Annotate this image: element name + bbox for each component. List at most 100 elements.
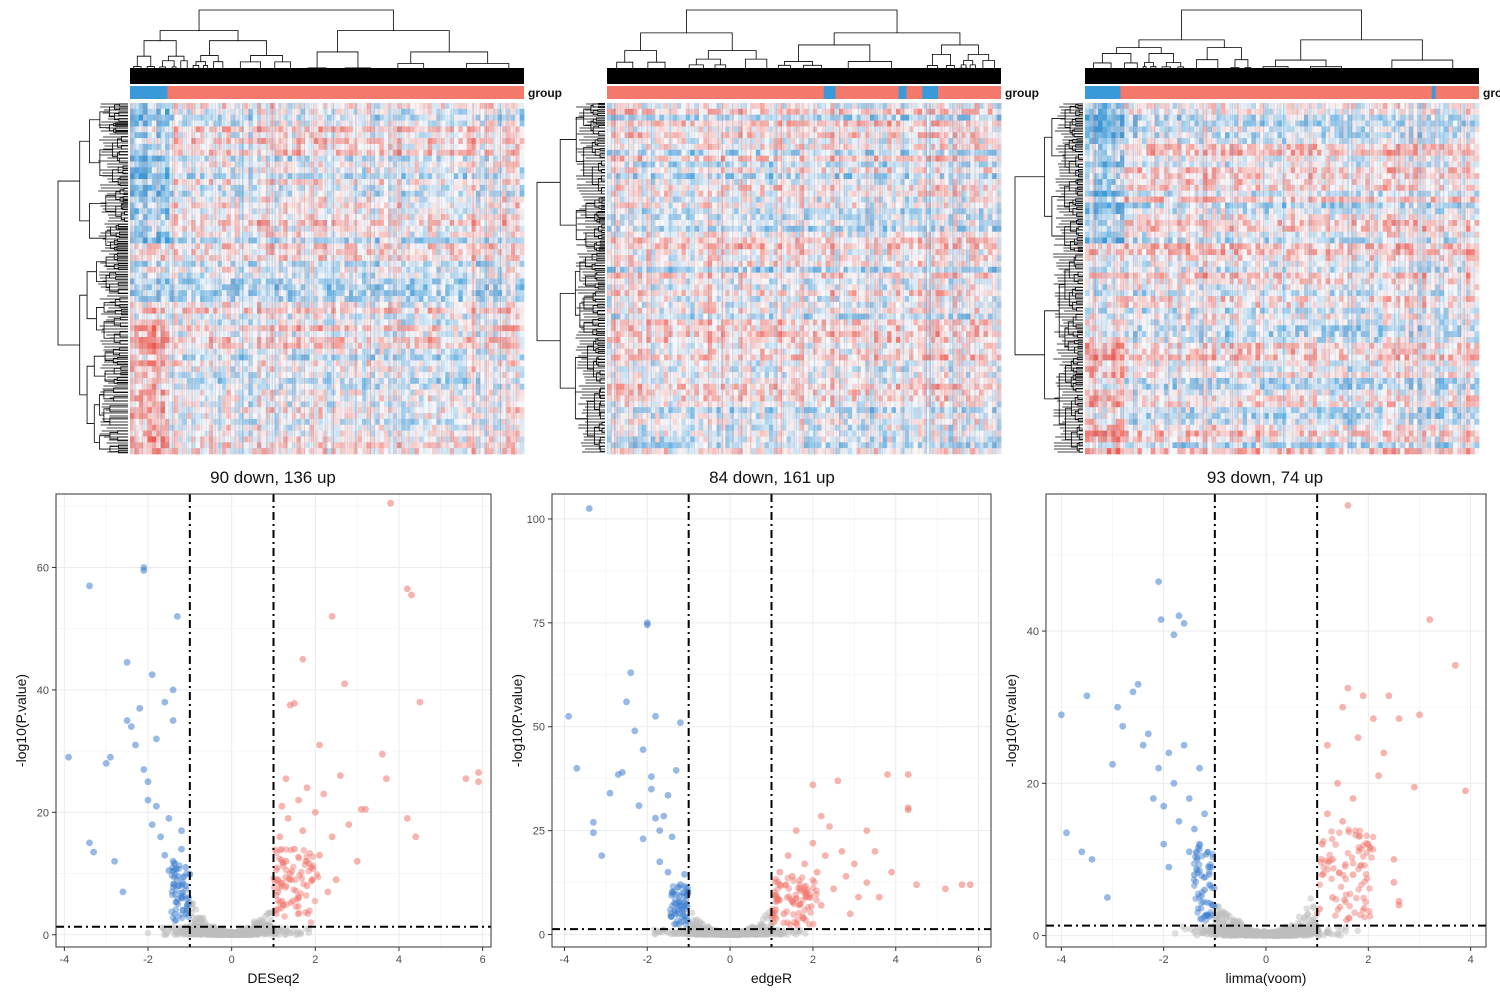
dendrogram-branch	[117, 258, 128, 261]
heatmap-cell	[358, 267, 363, 273]
heatmap-cell	[187, 302, 192, 308]
heatmap-cell	[384, 232, 389, 238]
heatmap-cell	[454, 144, 459, 150]
heatmap-cell	[196, 290, 201, 296]
heatmap-cell	[520, 179, 525, 185]
heatmap-cell	[318, 296, 323, 302]
heatmap-cell	[204, 138, 209, 144]
dendrogram-branch	[80, 295, 87, 395]
heatmap-cell	[204, 156, 209, 162]
heatmap-cell	[415, 167, 420, 173]
heatmap-cell	[515, 150, 520, 156]
heatmap-cell	[148, 261, 153, 267]
heatmap-cell	[204, 173, 209, 179]
heatmap-cell	[380, 284, 385, 290]
heatmap-cell	[380, 331, 385, 337]
heatmap-cell	[520, 360, 525, 366]
heatmap-cell	[244, 290, 249, 296]
heatmap-cell	[432, 273, 437, 279]
heatmap-cell	[261, 372, 266, 378]
heatmap-cell	[515, 349, 520, 355]
heatmap-cell	[196, 226, 201, 232]
heatmap-cell	[187, 243, 192, 249]
heatmap-cell	[520, 290, 525, 296]
heatmap-cell	[244, 167, 249, 173]
heatmap-cell	[253, 208, 258, 214]
heatmap-cell	[520, 279, 525, 285]
heatmap-cell	[148, 132, 153, 138]
heatmap-cell	[244, 308, 249, 314]
dendrogram-branch	[117, 249, 128, 250]
heatmap-cell	[318, 284, 323, 290]
heatmap-cell	[358, 337, 363, 343]
heatmap-cell	[196, 331, 201, 337]
heatmap-cell	[196, 302, 201, 308]
heatmap-cell	[419, 384, 424, 390]
heatmap-cell	[314, 156, 319, 162]
heatmap-cell	[358, 396, 363, 402]
heatmap-cell	[288, 308, 293, 314]
heatmap-cell	[196, 162, 201, 168]
heatmap-cell	[467, 273, 472, 279]
heatmap-cell	[336, 115, 341, 121]
heatmap-cell	[419, 132, 424, 138]
heatmap-cell	[200, 261, 205, 267]
heatmap-cell	[244, 267, 249, 273]
heatmap-cell	[288, 314, 293, 320]
heatmap-cell	[187, 150, 192, 156]
heatmap-cell	[169, 296, 174, 302]
heatmap-cell	[358, 360, 363, 366]
heatmap-cell	[244, 197, 249, 203]
heatmap-cell	[261, 109, 266, 115]
dendrogram-branch	[196, 62, 206, 66]
heatmap-cell	[520, 378, 525, 384]
dendrogram-branch	[110, 107, 115, 117]
heatmap-cell	[253, 115, 258, 121]
heatmap-cell	[380, 378, 385, 384]
heatmap-cell	[432, 179, 437, 185]
heatmap-cell	[520, 185, 525, 191]
heatmap-cell	[432, 360, 437, 366]
heatmap-cell	[432, 372, 437, 378]
heatmap-cell	[169, 302, 174, 308]
heatmap-cell	[244, 372, 249, 378]
heatmap-cell	[288, 115, 293, 121]
heatmap-cell	[454, 115, 459, 121]
heatmap-cell	[515, 167, 520, 173]
heatmap-cell	[204, 401, 209, 407]
heatmap-cell	[196, 132, 201, 138]
heatmap-cell	[187, 249, 192, 255]
heatmap-cell	[428, 126, 433, 132]
heatmap-cell	[358, 243, 363, 249]
heatmap-cell	[261, 319, 266, 325]
heatmap-cell	[515, 308, 520, 314]
heatmap-cell	[458, 220, 463, 226]
heatmap-cell	[358, 319, 363, 325]
heatmap-cell	[458, 103, 463, 109]
heatmap-cell	[318, 396, 323, 402]
heatmap-cell	[196, 214, 201, 220]
heatmap-cell	[336, 267, 341, 273]
heatmap-deseq2	[58, 10, 524, 454]
heatmap-cell	[454, 314, 459, 320]
heatmap-cell	[515, 232, 520, 238]
heatmap-cell	[204, 232, 209, 238]
heatmap-cell	[454, 360, 459, 366]
heatmap-cell	[454, 325, 459, 331]
heatmap-cell	[419, 396, 424, 402]
heatmap-cell	[432, 214, 437, 220]
heatmap-cell	[515, 372, 520, 378]
heatmap-cell	[148, 103, 153, 109]
heatmap-cell	[380, 396, 385, 402]
heatmap-cell	[200, 273, 205, 279]
heatmap-cell	[314, 208, 319, 214]
heatmap-cell	[200, 378, 205, 384]
heatmap-cell	[318, 355, 323, 361]
heatmap-cell	[187, 372, 192, 378]
heatmap-cell	[415, 273, 420, 279]
heatmap-cell	[196, 255, 201, 261]
heatmap-cell	[454, 261, 459, 267]
heatmap-cell	[467, 179, 472, 185]
heatmap-cell	[467, 121, 472, 127]
heatmap-cell	[169, 109, 174, 115]
